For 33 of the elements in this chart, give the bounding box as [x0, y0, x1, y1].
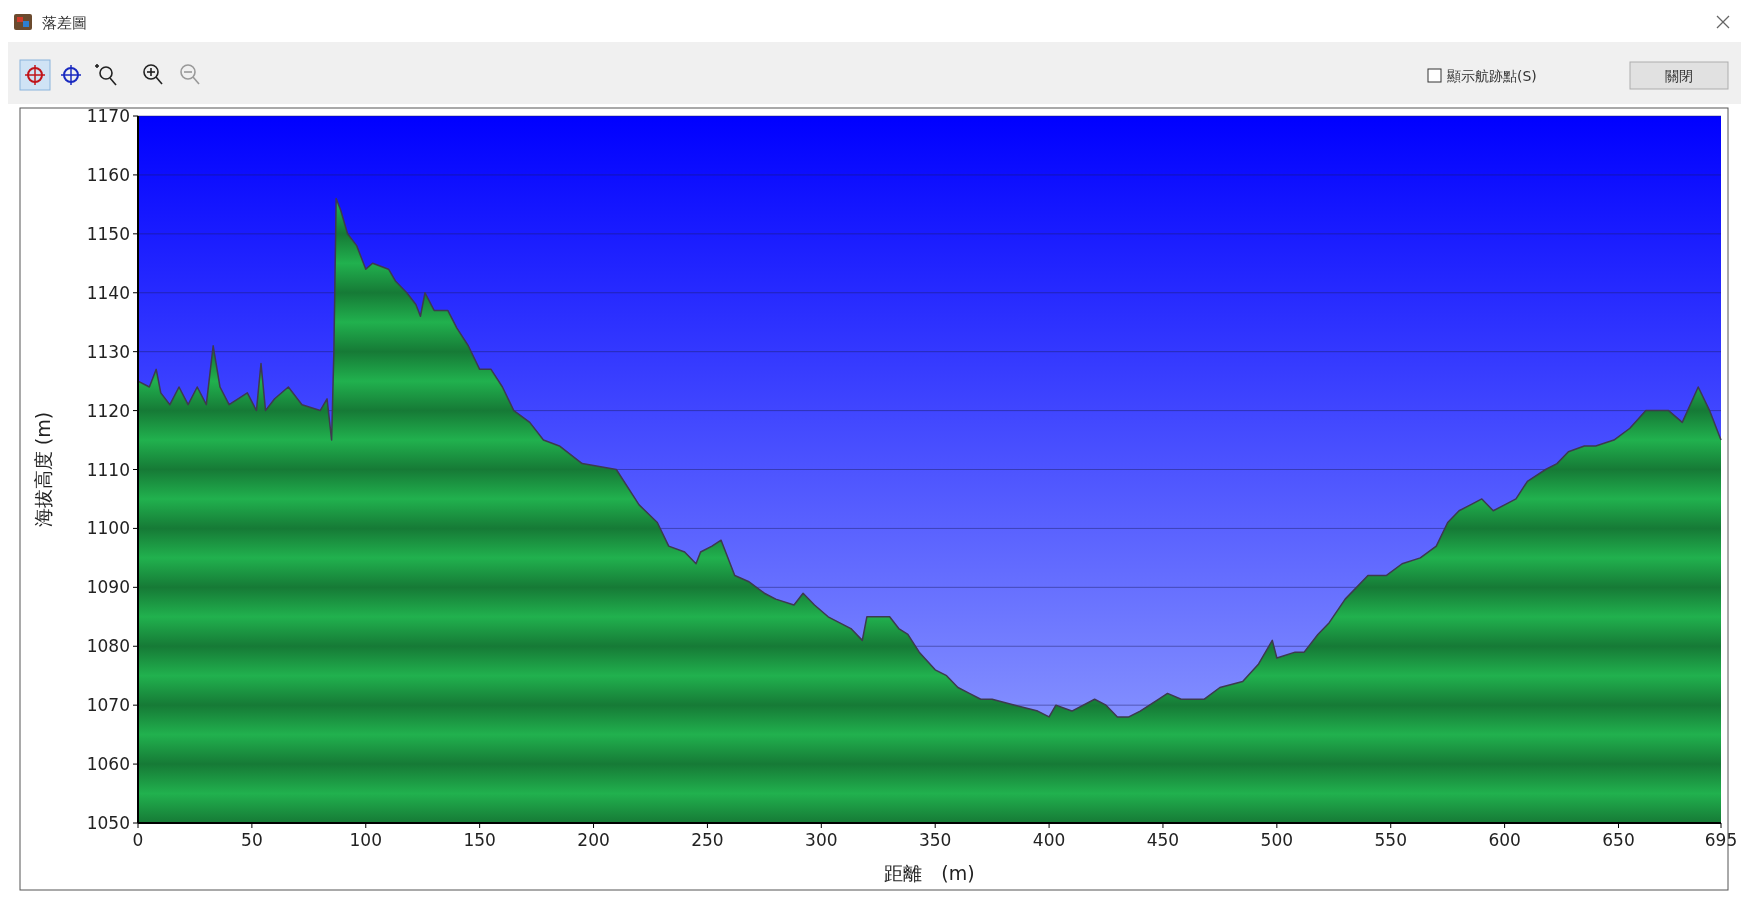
x-tick-label: 350 [918, 830, 952, 850]
x-tick-label: 100 [349, 830, 382, 850]
x-tick-label: 50 [241, 830, 263, 850]
y-tick-label: 1140 [86, 282, 130, 303]
y-axis-title: 海拔高度 (m) [32, 411, 54, 528]
y-tick-label: 1160 [86, 164, 130, 185]
x-tick-label: 600 [1488, 830, 1521, 850]
x-tick-label: 400 [1032, 830, 1066, 850]
chart-title: 落差圖 [42, 14, 87, 32]
text: 顯示航跡點(S) [1447, 68, 1537, 84]
x-tick-label: 450 [1146, 830, 1180, 850]
y-tick-label: 1100 [86, 518, 130, 539]
y-tick-label: 1110 [86, 459, 130, 480]
x-tick-label: 500 [1260, 830, 1294, 850]
y-tick-label: 1090 [86, 577, 130, 598]
y-tick-label: 1060 [86, 754, 130, 775]
x-tick-label: 250 [691, 830, 724, 850]
y-tick-label: 1070 [86, 695, 130, 716]
x-tick-label: 200 [577, 830, 610, 850]
x-tick-label: 300 [805, 830, 838, 850]
x-tick-label: 695 [1704, 830, 1738, 850]
y-tick-label: 1130 [86, 341, 130, 362]
x-tick-label: 0 [132, 830, 144, 850]
y-tick-label: 1120 [86, 400, 130, 421]
y-tick-label: 1170 [86, 106, 130, 126]
x-tick-label: 550 [1374, 830, 1407, 850]
x-axis-title: 距離 (m) [884, 862, 975, 884]
x-tick-label: 650 [1602, 830, 1635, 850]
y-tick-label: 1080 [86, 636, 130, 657]
y-tick-label: 1150 [86, 223, 130, 244]
y-tick-label: 1050 [86, 813, 130, 833]
x-tick-label: 150 [463, 830, 496, 850]
text: 關閉 [1665, 68, 1693, 84]
